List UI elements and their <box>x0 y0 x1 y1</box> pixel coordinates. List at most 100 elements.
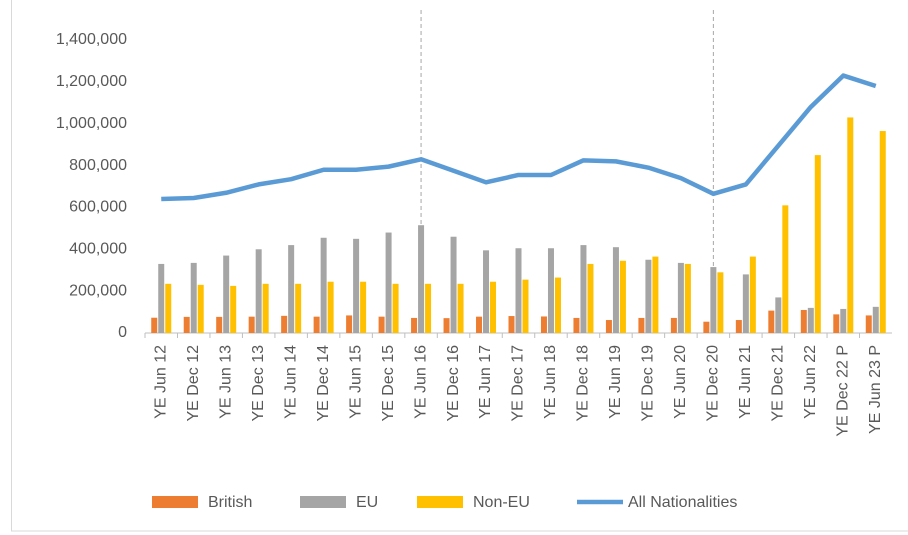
bar <box>522 279 529 333</box>
bar <box>749 256 756 333</box>
bar <box>677 262 684 333</box>
bar <box>587 263 594 333</box>
x-tick-label: YE Jun 23 P <box>867 345 884 434</box>
x-tick-label: YE Dec 18 <box>575 345 592 422</box>
x-tick-label: YE Jun 16 <box>412 345 429 419</box>
bar <box>605 320 612 333</box>
bar <box>638 317 645 333</box>
x-tick-label: YE Dec 21 <box>770 345 787 422</box>
x-tick-label: YE Dec 20 <box>705 345 722 422</box>
y-tick-label: 0 <box>118 324 127 341</box>
legend-swatch <box>417 496 463 508</box>
bar <box>158 263 165 333</box>
bar <box>847 117 854 333</box>
bar <box>684 263 691 333</box>
bar <box>476 316 483 333</box>
bar <box>580 245 587 333</box>
bar <box>425 283 432 333</box>
bar <box>735 320 742 333</box>
bar <box>443 318 450 333</box>
bar <box>515 248 522 333</box>
x-tick-label: YE Jun 15 <box>347 345 364 419</box>
bar <box>223 255 230 333</box>
legend-swatch <box>300 496 346 508</box>
bar <box>865 315 872 333</box>
bar <box>768 310 775 333</box>
x-tick-label: YE Jun 13 <box>217 345 234 419</box>
bar <box>833 314 840 333</box>
bar <box>255 249 262 333</box>
bar <box>775 297 782 333</box>
bar <box>288 245 295 333</box>
bar <box>457 283 464 333</box>
x-tick-label: YE Jun 19 <box>607 345 624 419</box>
bar <box>742 274 749 333</box>
bar <box>652 256 659 333</box>
legend-swatch <box>152 496 198 508</box>
x-tick-label: YE Dec 12 <box>185 345 202 422</box>
bar <box>483 250 490 333</box>
bar <box>346 315 353 333</box>
bar <box>281 315 288 333</box>
bar <box>782 205 789 333</box>
bar <box>327 281 334 333</box>
bar <box>190 262 197 333</box>
x-tick-label: YE Jun 20 <box>672 345 689 419</box>
x-tick-label: YE Jun 14 <box>282 345 299 419</box>
x-tick-label: YE Dec 19 <box>640 345 657 422</box>
chart-border <box>11 0 908 532</box>
x-tick-label: YE Dec 22 P <box>835 345 852 437</box>
bar <box>392 283 399 333</box>
bar <box>573 317 580 333</box>
bar <box>619 260 626 333</box>
legend-label: EU <box>356 494 378 511</box>
bar <box>717 272 724 333</box>
bar <box>540 316 547 333</box>
bar <box>248 316 255 333</box>
bar <box>490 281 497 333</box>
bar <box>418 225 425 333</box>
x-tick-label: YE Jun 12 <box>152 345 169 419</box>
bar <box>710 267 717 333</box>
bar <box>230 285 237 333</box>
x-tick-label: YE Jun 17 <box>477 345 494 419</box>
y-tick-label: 400,000 <box>69 241 127 258</box>
legend-label: All Nationalities <box>628 494 737 511</box>
bar <box>800 309 807 333</box>
bar <box>411 317 418 333</box>
bar <box>645 259 652 333</box>
x-tick-label: YE Jun 18 <box>542 345 559 419</box>
bar <box>807 307 814 333</box>
bar <box>353 238 360 333</box>
bar <box>151 317 158 333</box>
bar <box>703 321 710 333</box>
bar <box>385 232 392 333</box>
y-tick-label: 1,400,000 <box>56 31 127 48</box>
x-tick-label: YE Jun 22 <box>802 345 819 419</box>
y-tick-label: 1,200,000 <box>56 73 127 90</box>
bar <box>508 316 515 333</box>
line <box>161 73 877 202</box>
y-tick-label: 600,000 <box>69 199 127 216</box>
bar <box>295 283 302 333</box>
x-tick-label: YE Dec 14 <box>315 345 332 422</box>
bar <box>320 237 327 333</box>
bar <box>360 281 367 333</box>
y-tick-label: 1,000,000 <box>56 115 127 132</box>
bar <box>840 308 847 333</box>
x-tick-label: YE Dec 16 <box>445 345 462 422</box>
bar <box>554 277 561 333</box>
bar <box>216 316 223 333</box>
bar <box>165 283 172 333</box>
bar <box>879 131 886 333</box>
bar <box>183 316 190 333</box>
x-tick-label: YE Dec 13 <box>250 345 267 422</box>
bar <box>378 316 385 333</box>
bar <box>612 247 619 333</box>
bar <box>313 316 320 333</box>
bar <box>547 248 554 333</box>
y-tick-label: 200,000 <box>69 282 127 299</box>
legend-label: Non-EU <box>473 494 530 511</box>
y-tick-label: 800,000 <box>69 157 127 174</box>
